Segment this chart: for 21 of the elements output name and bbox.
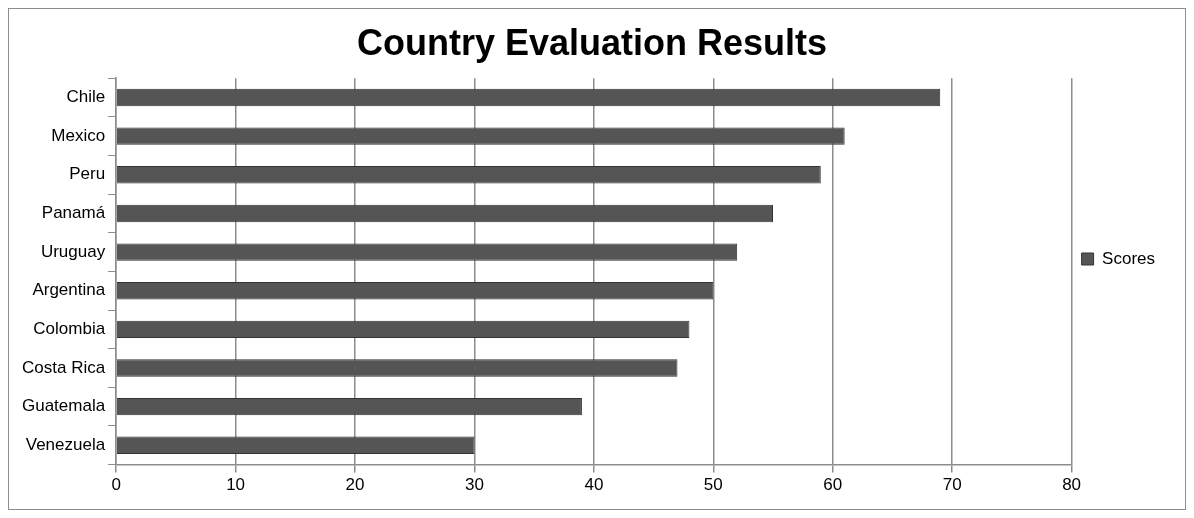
y-tick-label: Chile (66, 87, 106, 107)
y-tick-label: Peru (69, 164, 106, 184)
x-tick-label: 50 (703, 475, 723, 495)
x-tick-label: 40 (584, 475, 604, 495)
x-tick-label: 30 (464, 475, 484, 495)
y-tick-label: Colombia (33, 319, 106, 339)
y-tick-label: Venezuela (25, 434, 106, 454)
x-tick-label: 60 (823, 475, 843, 495)
y-tick-label: Mexico (51, 125, 106, 145)
chart-title: Country Evaluation Results (356, 21, 828, 63)
x-tick-label: 70 (942, 475, 962, 495)
x-tick-label: 0 (111, 475, 121, 495)
y-tick-label: Uruguay (40, 241, 106, 261)
y-tick-label: Panamá (41, 203, 106, 223)
x-tick-label: 10 (226, 475, 246, 495)
y-tick-label: Guatemala (21, 396, 106, 416)
y-tick-label: Costa Rica (22, 357, 106, 377)
legend-label: Scores (1102, 248, 1156, 268)
y-tick-label: Argentina (32, 280, 106, 300)
x-tick-label: 80 (1062, 475, 1082, 495)
x-tick-label: 20 (345, 475, 365, 495)
